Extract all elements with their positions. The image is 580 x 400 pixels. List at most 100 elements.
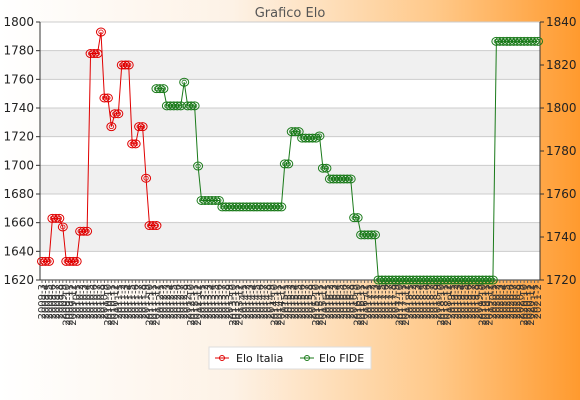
legend: Elo Italia Elo FIDE: [208, 346, 372, 370]
x-tick-label: 2019-10: [478, 284, 489, 326]
x-tick-label: 2020-3: [495, 284, 506, 319]
y-right-tick-label: 1820: [546, 58, 577, 72]
data-point: [172, 101, 183, 111]
chart-title: Grafico Elo: [255, 6, 326, 21]
x-tick-label: 2011-4: [124, 284, 135, 319]
x-tick-label: 2019-4: [457, 284, 468, 319]
data-point: [487, 275, 498, 285]
data-point-inner: [368, 232, 375, 238]
data-point: [147, 221, 158, 231]
x-tick-label: 2010-11: [106, 284, 117, 326]
x-tick-label: 2020-8: [512, 284, 523, 319]
grid-lines: [40, 21, 540, 281]
x-tick-label: 2020-7: [509, 284, 520, 319]
data-point: [179, 77, 190, 87]
data-point: [71, 256, 82, 266]
x-tick-label: 2016-7: [342, 284, 353, 319]
x-tick-label: 2011-10: [145, 284, 156, 326]
x-tick-label: 2015-5: [294, 284, 305, 319]
x-tick-label: 2009-12: [68, 284, 79, 326]
x-tick-label: 2019-8: [471, 284, 482, 319]
x-tick-label: 2012-2: [158, 284, 169, 319]
x-tick-label: 2013-12: [235, 284, 246, 326]
x-tick-label: 2011-8: [138, 284, 149, 319]
data-point: [109, 109, 120, 119]
data-point: [151, 221, 162, 231]
legend-marker-fide: [304, 355, 310, 361]
x-tick-label: 2013-7: [217, 284, 228, 319]
x-tick-label: 2014-4: [249, 284, 260, 319]
x-tick-label: 2018-12: [443, 284, 454, 326]
x-tick-label: 2012-10: [186, 284, 197, 326]
x-tick-label: 2018-2: [408, 284, 419, 319]
data-point: [127, 139, 138, 149]
x-tick-label: 2020-6: [505, 284, 516, 319]
data-point-inner: [46, 258, 52, 264]
x-tick-label: 2017-9: [391, 284, 402, 319]
x-tick-label: 2011-12: [151, 284, 162, 326]
data-point-inner: [195, 163, 201, 169]
x-tick-label: 2020-4: [498, 284, 509, 319]
x-tick-label: 2016-12: [360, 284, 371, 326]
x-tick-label: 2013-9: [224, 284, 235, 319]
x-tick-label: 2010-5: [86, 284, 97, 319]
x-tick-label: 2014-7: [259, 284, 270, 319]
data-point-inner: [105, 95, 111, 101]
x-tick-label: 2009-11: [65, 284, 76, 326]
data-point-inner: [53, 215, 59, 221]
data-point: [276, 202, 287, 212]
x-tick-label: 2010-4: [82, 284, 93, 319]
data-point-inner: [60, 224, 66, 230]
legend-item-italia[interactable]: Elo Italia: [215, 352, 283, 365]
grid-band: [40, 222, 540, 252]
x-tick-label: 2010-9: [99, 284, 110, 319]
data-point-inner: [192, 103, 198, 109]
x-tick-label: 2012-11: [190, 284, 201, 326]
x-tick-label: 2018-9: [432, 284, 443, 319]
y-right-tick-label: 1840: [546, 15, 577, 29]
data-point: [210, 195, 221, 205]
x-tick-label: 2018-5: [419, 284, 430, 319]
data-point-inner: [153, 223, 160, 228]
data-point-inner: [98, 29, 104, 35]
data-point-inner: [316, 133, 323, 139]
x-tick-label: 2013-6: [214, 284, 225, 319]
data-point: [283, 159, 294, 169]
x-tick-label: 2021-2: [533, 284, 544, 319]
x-tick-label: 2012-6: [172, 284, 183, 319]
x-tick-label: 2014-11: [273, 284, 284, 326]
data-point: [279, 159, 290, 169]
x-tick-label: 2009-9: [58, 284, 69, 319]
x-tick-label: 2015-11: [314, 284, 325, 326]
data-point-inner: [181, 79, 187, 85]
data-point-inner: [81, 228, 87, 234]
data-point: [130, 139, 141, 149]
y-left-tick-label: 1800: [3, 15, 34, 29]
series-1: [151, 36, 543, 285]
x-tick-label: 2015-8: [304, 284, 315, 319]
data-point-inner: [122, 62, 128, 68]
x-tick-label: 2013-5: [210, 284, 221, 319]
x-tick-label: 2010-2: [75, 284, 86, 319]
x-tick-label: 2014-1: [238, 284, 249, 319]
x-tick-label: 2020-11: [523, 284, 534, 326]
x-tick-label: 2015-7: [301, 284, 312, 319]
x-tick-label: 2009-5: [44, 284, 55, 319]
x-tick-label: 2011-3: [120, 284, 131, 319]
x-tick-label: 2013-2: [200, 284, 211, 319]
legend-marker-italia: [219, 355, 225, 361]
y-right-tick-label: 1780: [546, 144, 577, 158]
data-point-inner: [42, 258, 49, 264]
x-tick-label: 2012-5: [169, 284, 180, 319]
data-point: [314, 131, 325, 141]
x-tick-label: 2011-5: [127, 284, 138, 319]
x-tick-label: 2018-8: [429, 284, 440, 319]
x-tick-label: 2012-3: [162, 284, 173, 319]
data-point: [123, 60, 134, 70]
data-point-inner: [372, 232, 378, 238]
legend-item-fide[interactable]: Elo FIDE: [300, 352, 364, 365]
data-point-inner: [115, 111, 121, 117]
x-tick-label: 2009-10: [61, 284, 72, 326]
x-tick-label: 2020-12: [526, 284, 537, 326]
